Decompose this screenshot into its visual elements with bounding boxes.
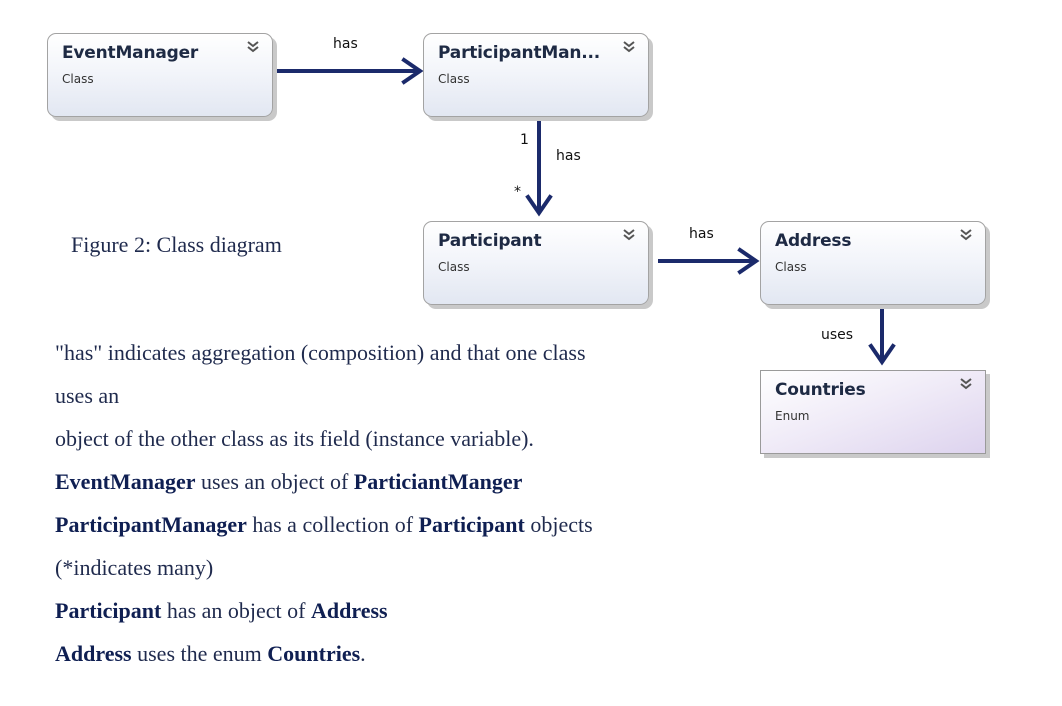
class-ref: Address: [311, 598, 388, 623]
class-stereotype: Class: [438, 260, 470, 274]
class-name: Participant: [438, 231, 541, 251]
note-text: has a collection of: [247, 512, 419, 537]
class-participant[interactable]: Participant Class: [423, 221, 649, 305]
note-line: (*indicates many): [55, 553, 735, 596]
note-text: .: [360, 641, 366, 666]
multiplicity-target: *: [514, 184, 521, 200]
figure-caption: Figure 2: Class diagram: [71, 232, 282, 258]
edge-label-has: has: [333, 36, 358, 52]
class-address[interactable]: Address Class: [760, 221, 986, 305]
double-chevron-down-icon[interactable]: [622, 40, 636, 54]
class-ref: EventManager: [55, 469, 196, 494]
class-ref: ParticiantManger: [354, 469, 523, 494]
diagram-notes: "has" indicates aggregation (composition…: [55, 338, 735, 682]
class-ref: Address: [55, 641, 132, 666]
note-line: uses an: [55, 381, 735, 424]
note-text: objects: [525, 512, 593, 537]
multiplicity-source: 1: [520, 132, 529, 148]
note-text: has an object of: [161, 598, 311, 623]
double-chevron-down-icon[interactable]: [622, 228, 636, 242]
class-ref: Countries: [267, 641, 360, 666]
note-line: EventManager uses an object of Partician…: [55, 467, 735, 510]
note-text: uses the enum: [132, 641, 268, 666]
class-ref: Participant: [55, 598, 161, 623]
class-stereotype: Class: [62, 72, 94, 86]
class-stereotype: Class: [775, 260, 807, 274]
note-line: "has" indicates aggregation (composition…: [55, 338, 735, 381]
class-name: ParticipantMan...: [438, 43, 600, 63]
double-chevron-down-icon[interactable]: [246, 40, 260, 54]
class-eventmanager[interactable]: EventManager Class: [47, 33, 273, 117]
enum-name: Countries: [775, 380, 866, 400]
double-chevron-down-icon[interactable]: [959, 228, 973, 242]
enum-stereotype: Enum: [775, 409, 809, 423]
class-name: EventManager: [62, 43, 198, 63]
class-ref: ParticipantManager: [55, 512, 247, 537]
note-text: uses an object of: [196, 469, 354, 494]
note-line: object of the other class as its field (…: [55, 424, 735, 467]
edge-label-uses: uses: [821, 327, 853, 343]
class-stereotype: Class: [438, 72, 470, 86]
double-chevron-down-icon[interactable]: [959, 377, 973, 391]
class-ref: Participant: [419, 512, 525, 537]
edge-label-has: has: [689, 226, 714, 242]
note-line: Participant has an object of Address: [55, 596, 735, 639]
enum-countries[interactable]: Countries Enum: [760, 370, 986, 454]
class-participantmanager[interactable]: ParticipantMan... Class: [423, 33, 649, 117]
note-line: Address uses the enum Countries.: [55, 639, 735, 682]
class-name: Address: [775, 231, 851, 251]
note-line: ParticipantManager has a collection of P…: [55, 510, 735, 553]
edge-label-has: has: [556, 148, 581, 164]
